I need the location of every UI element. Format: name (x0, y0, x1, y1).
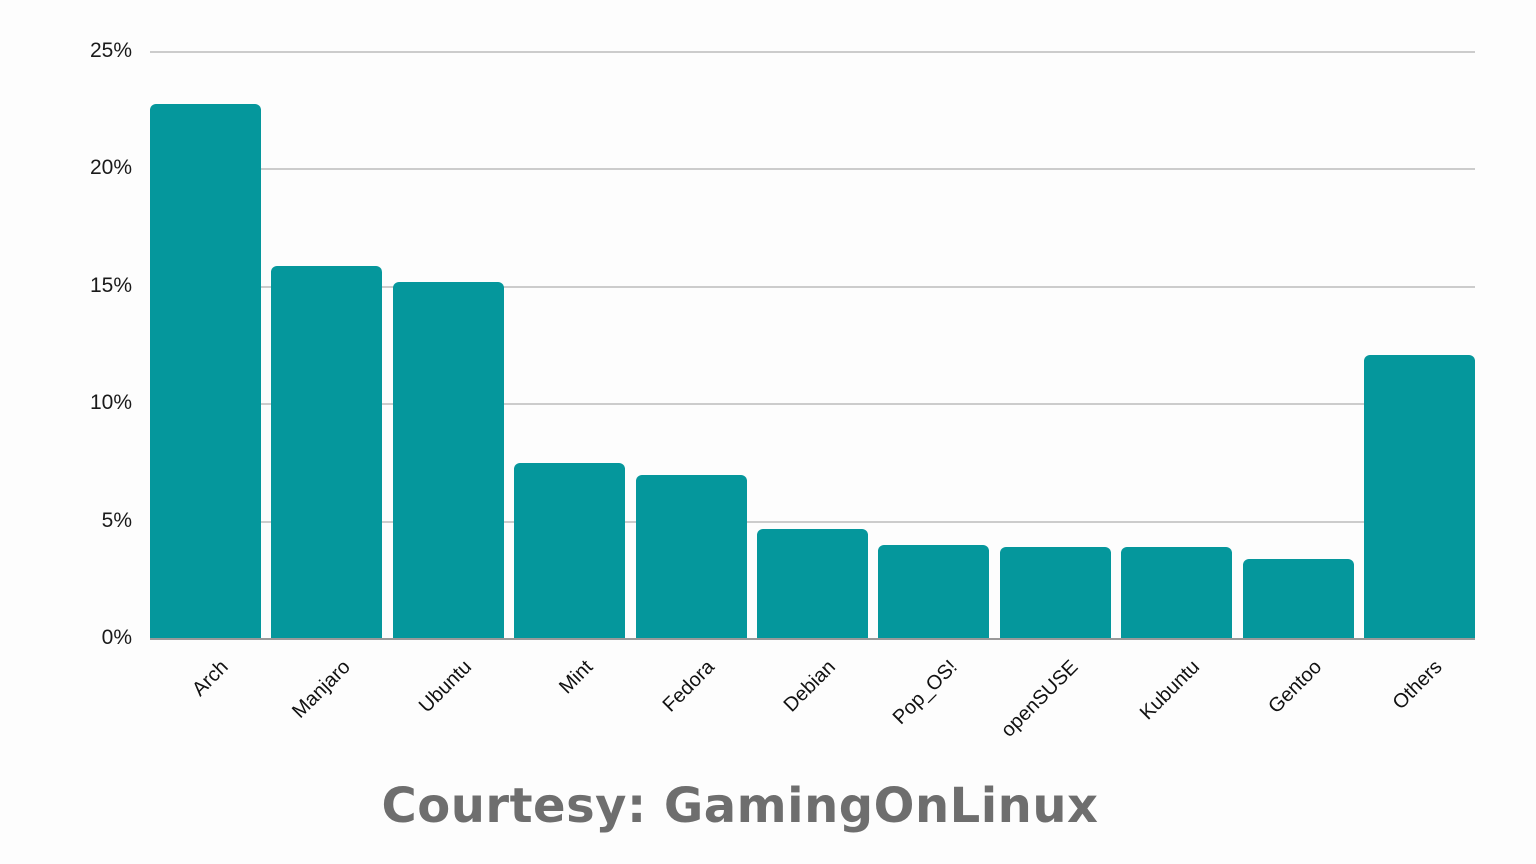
bar-manjaro (271, 265, 383, 639)
credit-text: Courtesy: GamingOnLinux (381, 778, 1099, 834)
gridline (150, 51, 1475, 53)
x-tick-label: Others (1389, 656, 1448, 715)
bar-ubuntu (392, 282, 504, 639)
bar-opensuse (999, 547, 1111, 639)
gridline (150, 168, 1475, 171)
y-tick-label: 0% (101, 626, 132, 649)
gridline (150, 285, 1475, 288)
y-tick-label: 20% (89, 156, 132, 180)
bar-kubuntu (1121, 547, 1233, 639)
x-axis-line (150, 638, 1475, 640)
y-tick-label: 15% (89, 273, 132, 297)
x-tick-label: Gentoo (1263, 656, 1326, 718)
bar-mint (514, 462, 626, 639)
x-tick-label: Mint (554, 656, 598, 699)
bar-others (1364, 354, 1475, 639)
bar-arch (150, 103, 261, 639)
x-tick-label: Debian (779, 656, 841, 717)
y-tick-label: 10% (89, 391, 132, 415)
bar-debian (757, 528, 868, 639)
gridline (150, 520, 1475, 523)
y-tick-label: 25% (89, 39, 132, 62)
gridline (150, 403, 1475, 406)
bar-popos (878, 545, 990, 639)
x-tick-label: openSUSE (997, 656, 1083, 742)
x-tick-label: Arch (188, 656, 234, 701)
bar-chart: 0% 5% 10% 15% 20% 25% Arch Manjaro Ubuntu Mint Fed… (89, 39, 1475, 742)
x-tick-label: Fedora (658, 656, 719, 717)
bar-fedora (635, 474, 747, 639)
x-tick-label: Kubuntu (1136, 656, 1205, 725)
x-tick-label: Ubuntu (414, 656, 476, 718)
x-tick-label: Pop_OS! (888, 656, 962, 729)
bar-gentoo (1242, 559, 1354, 639)
y-tick-label: 5% (101, 508, 132, 532)
x-tick-label: Manjaro (287, 656, 355, 723)
